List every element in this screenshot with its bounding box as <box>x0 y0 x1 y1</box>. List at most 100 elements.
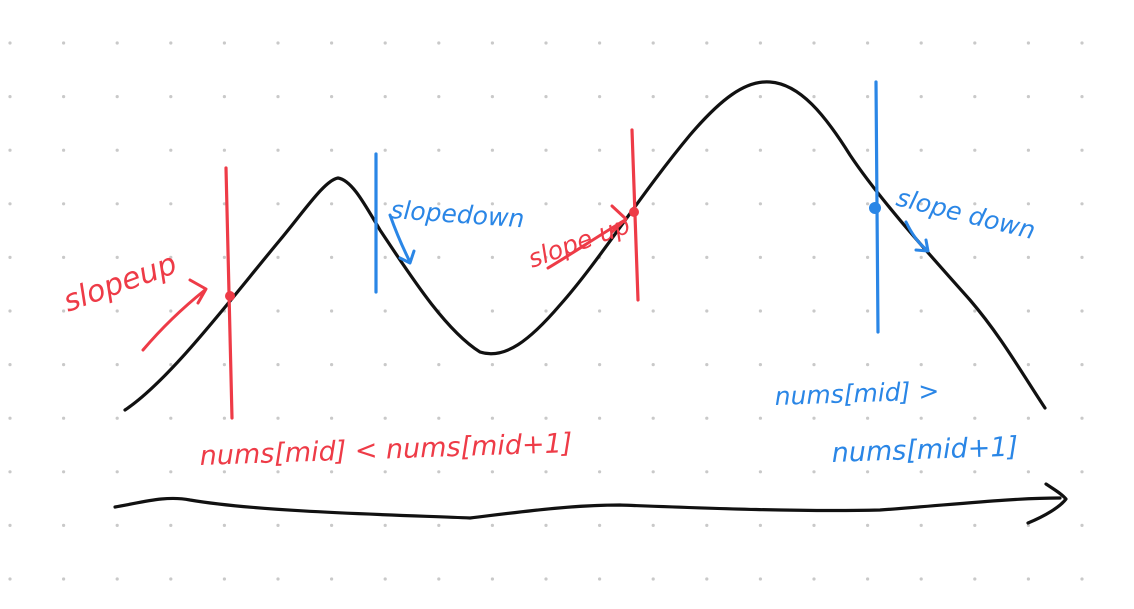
grid-dot <box>383 363 387 367</box>
grid-dot <box>276 41 280 45</box>
grid-dot <box>598 95 602 99</box>
grid-dot <box>919 202 923 206</box>
grid-dot <box>544 202 548 206</box>
grid-dot <box>866 416 870 420</box>
grid-dot <box>276 470 280 474</box>
grid-dot <box>115 41 119 45</box>
grid-dot <box>222 470 226 474</box>
dot-grid <box>8 41 1084 581</box>
grid-dot <box>1026 255 1030 259</box>
mid-point-left <box>225 291 235 301</box>
grid-dot <box>544 416 548 420</box>
grid-dot <box>651 41 655 45</box>
grid-dot <box>276 363 280 367</box>
grid-dot <box>544 309 548 313</box>
grid-dot <box>758 363 763 367</box>
grid-dot <box>598 416 602 420</box>
grid-dot <box>8 577 12 581</box>
grid-dot <box>544 363 548 367</box>
grid-dot <box>222 577 226 581</box>
grid-dot <box>8 416 12 420</box>
grid-dot <box>1080 202 1084 206</box>
grid-dot <box>437 577 441 581</box>
grid-dot <box>544 41 548 45</box>
grid-dot <box>598 523 602 528</box>
grid-dot <box>1026 202 1030 206</box>
grid-dot <box>866 363 870 367</box>
grid-dot <box>222 95 226 99</box>
grid-dot <box>919 309 923 313</box>
grid-dot <box>1080 470 1084 474</box>
grid-dot <box>383 148 387 152</box>
curved-arrow-icon <box>904 220 930 253</box>
grid-dot <box>651 148 655 152</box>
grid-dot <box>169 577 173 581</box>
grid-dot <box>973 255 977 259</box>
grid-dot <box>490 255 494 259</box>
grid-dot <box>490 577 494 581</box>
grid-dot <box>330 577 334 581</box>
grid-dot <box>866 95 870 99</box>
grid-dot <box>651 523 655 528</box>
grid-dot <box>490 202 494 206</box>
curved-arrow-icon <box>546 204 628 270</box>
grid-dot <box>812 309 816 313</box>
grid-dot <box>276 523 280 528</box>
grid-dot <box>437 523 441 528</box>
grid-dot <box>383 41 387 45</box>
grid-dot <box>330 148 334 152</box>
grid-dot <box>651 309 655 313</box>
grid-dot <box>115 470 119 474</box>
grid-dot <box>758 577 763 581</box>
grid-dot <box>8 202 12 206</box>
grid-dot <box>919 255 923 259</box>
grid-dot <box>705 41 709 45</box>
grid-dot <box>330 363 334 367</box>
grid-dot <box>330 470 334 474</box>
grid-dot <box>812 416 816 420</box>
grid-dot <box>222 363 226 367</box>
grid-dot <box>276 309 280 313</box>
grid-dot <box>812 148 816 152</box>
slope-down-left-label: slopedown <box>390 195 526 233</box>
grid-dot <box>115 363 119 367</box>
grid-dot <box>919 416 923 420</box>
grid-dot <box>544 95 548 99</box>
grid-dot <box>651 202 655 206</box>
grid-dot <box>383 577 387 581</box>
grid-dot <box>598 470 602 474</box>
grid-dot <box>705 577 709 581</box>
grid-dot <box>62 255 66 259</box>
grid-dot <box>8 309 12 313</box>
grid-dot <box>758 148 763 152</box>
x-axis <box>113 482 1068 525</box>
grid-dot <box>866 470 870 474</box>
grid-dot <box>705 255 709 259</box>
grid-dot <box>169 255 173 259</box>
grid-dot <box>490 470 494 474</box>
grid-dot <box>437 470 441 474</box>
grid-dot <box>437 95 441 99</box>
grid-dot <box>276 202 280 206</box>
grid-dot <box>1026 148 1030 152</box>
grid-dot <box>1026 309 1030 313</box>
grid-dot <box>705 95 709 99</box>
grid-dot <box>705 309 709 313</box>
grid-dot <box>866 148 870 152</box>
grid-dot <box>544 148 548 152</box>
grid-dot <box>222 416 226 420</box>
condition-greater-line1: nums[mid] > <box>774 376 940 411</box>
mid-point-right <box>629 207 639 217</box>
grid-dot <box>383 523 387 528</box>
grid-dot <box>598 577 602 581</box>
grid-dot <box>919 577 923 581</box>
grid-dot <box>115 309 119 313</box>
grid-dot <box>758 95 763 99</box>
condition-greater-line2: nums[mid+1] <box>831 432 1018 469</box>
mountain-curve <box>123 80 1047 412</box>
grid-dot <box>115 95 119 99</box>
grid-dot <box>812 95 816 99</box>
grid-dot <box>330 255 334 259</box>
curved-arrow-icon <box>141 278 208 352</box>
